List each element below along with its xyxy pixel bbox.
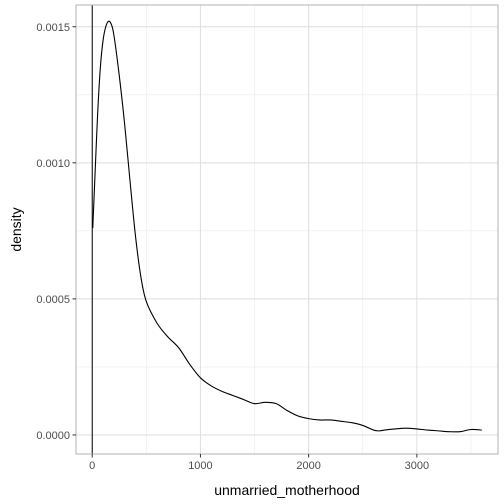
x-axis-title: unmarried_motherhood bbox=[214, 482, 360, 498]
plot-panel bbox=[76, 5, 498, 454]
y-axis-title: density bbox=[8, 207, 24, 251]
y-tick-label: 0.0010 bbox=[36, 158, 70, 170]
x-axis-ticks: 0 1000 2000 3000 bbox=[89, 454, 429, 472]
minor-gridlines bbox=[76, 5, 498, 454]
x-tick-label: 0 bbox=[89, 460, 95, 472]
panel-border bbox=[75, 4, 499, 455]
x-tick-label: 2000 bbox=[296, 460, 320, 472]
y-tick-label: 0.0000 bbox=[36, 430, 70, 442]
y-tick-label: 0.0005 bbox=[36, 294, 70, 306]
density-curve bbox=[92, 20, 482, 433]
x-tick-label: 3000 bbox=[405, 460, 429, 472]
y-tick-label: 0.0015 bbox=[36, 22, 70, 34]
y-axis-ticks: 0.0000 0.0005 0.0010 0.0015 bbox=[36, 22, 76, 442]
major-gridlines bbox=[76, 5, 498, 454]
x-tick-label: 1000 bbox=[188, 460, 212, 472]
